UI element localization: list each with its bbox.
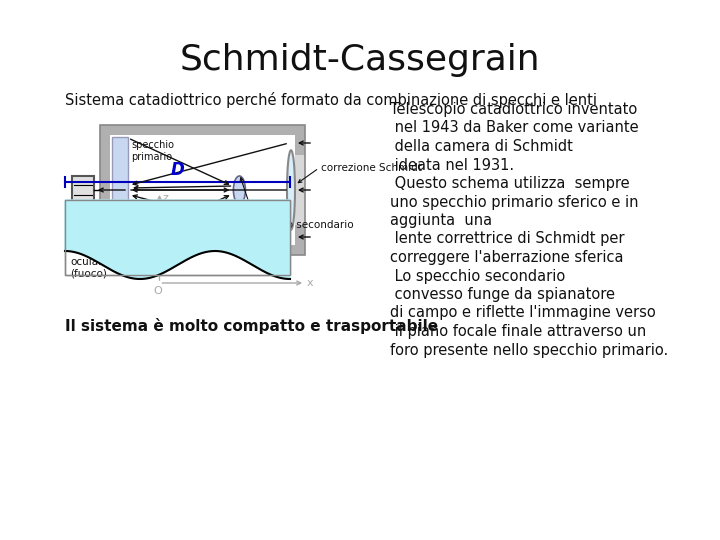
Text: di campo e riflette l'immagine verso: di campo e riflette l'immagine verso: [390, 306, 656, 321]
Text: correzione Schmidt: correzione Schmidt: [321, 163, 422, 173]
Text: D: D: [171, 161, 184, 179]
Bar: [100, 125, 305, 255]
Bar: [100, 125, 110, 255]
Text: x: x: [307, 278, 314, 288]
Text: uno specchio primario sferico e in: uno specchio primario sferico e in: [390, 194, 639, 210]
Ellipse shape: [233, 176, 246, 204]
Bar: [100, 245, 305, 255]
Text: Sistema catadiottrico perché formato da combinazione di specchi e lenti: Sistema catadiottrico perché formato da …: [65, 92, 597, 108]
Text: il piano focale finale attraverso un: il piano focale finale attraverso un: [390, 324, 647, 339]
Text: correggere l'aberrazione sferica: correggere l'aberrazione sferica: [390, 250, 624, 265]
Text: Schmidt-Cassegrain: Schmidt-Cassegrain: [180, 43, 540, 77]
Text: z: z: [163, 193, 168, 203]
Bar: [295, 125, 305, 155]
Text: convesso funge da spianatore: convesso funge da spianatore: [390, 287, 615, 302]
Text: nel 1943 da Baker come variante: nel 1943 da Baker come variante: [390, 120, 639, 136]
Bar: [295, 225, 305, 255]
Text: aggiunta  una: aggiunta una: [390, 213, 492, 228]
Bar: [110, 135, 295, 245]
Text: ideata nel 1931.: ideata nel 1931.: [390, 158, 514, 172]
Ellipse shape: [287, 150, 295, 230]
Text: Questo schema utilizza  sempre: Questo schema utilizza sempre: [390, 176, 629, 191]
Text: specchio secondario: specchio secondario: [248, 220, 354, 230]
Text: foro presente nello specchio primario.: foro presente nello specchio primario.: [390, 342, 668, 357]
Bar: [112, 137, 128, 243]
Text: O: O: [153, 286, 162, 296]
Bar: [100, 125, 305, 255]
Bar: [100, 125, 305, 135]
Text: specchio
primario: specchio primario: [131, 140, 174, 161]
Text: Lo specchio secondario: Lo specchio secondario: [390, 268, 565, 284]
Text: Il sistema è molto compatto e trasportabile: Il sistema è molto compatto e trasportab…: [65, 318, 438, 334]
Bar: [65, 200, 290, 275]
Text: Telescopio catadiottrico inventato: Telescopio catadiottrico inventato: [390, 102, 637, 117]
Polygon shape: [65, 200, 290, 279]
Text: della camera di Schmidt: della camera di Schmidt: [390, 139, 573, 154]
Text: oculare
(fuoco): oculare (fuoco): [70, 257, 109, 279]
Bar: [72, 176, 94, 204]
Text: lente correttrice di Schmidt per: lente correttrice di Schmidt per: [390, 232, 624, 246]
Bar: [65, 200, 290, 275]
